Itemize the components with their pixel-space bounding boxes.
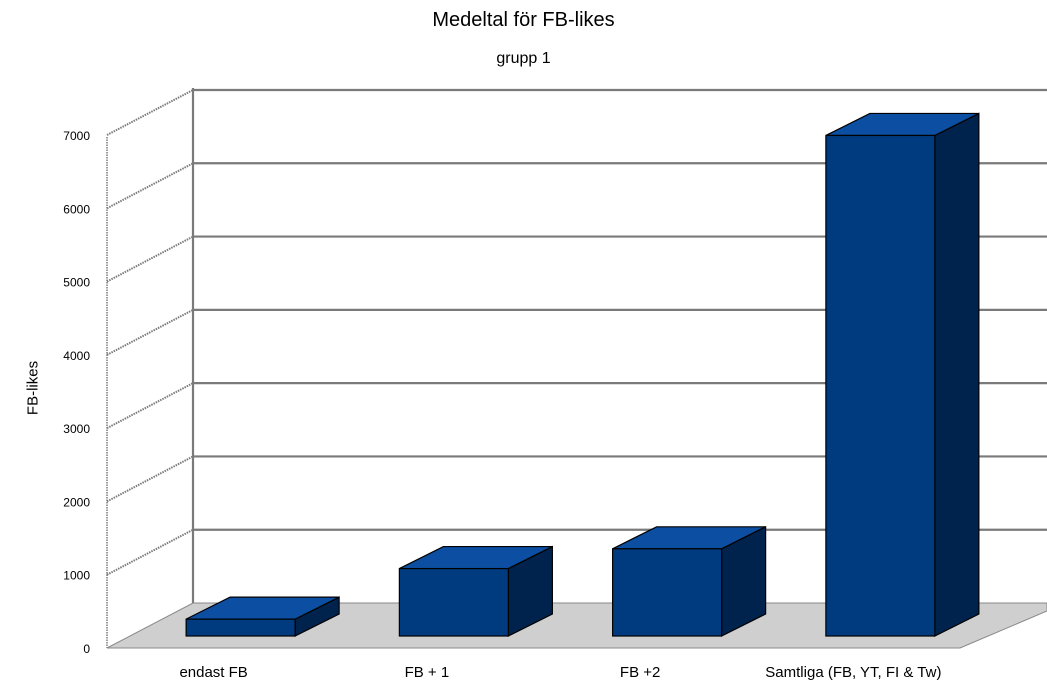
chart-floor — [106, 602, 1047, 649]
y-tick-label: 6000 — [63, 202, 90, 216]
bar-side — [934, 112, 980, 637]
floor-plane — [106, 602, 1047, 649]
gridline-side — [106, 235, 194, 283]
bar-front — [185, 618, 296, 637]
bar — [398, 545, 553, 637]
bar-front — [825, 134, 936, 637]
y-tick-label: 4000 — [63, 349, 90, 363]
x-axis-ticks: endast FB FB + 1 FB +2 Samtliga (FB, YT, FI… — [179, 664, 941, 681]
bar — [185, 596, 340, 637]
gridline-side — [106, 382, 194, 430]
gridline-side — [106, 308, 194, 356]
chart-title: Medeltal för FB-likes — [432, 9, 615, 31]
bar — [612, 525, 767, 637]
x-tick-label: FB +2 — [620, 664, 660, 681]
gridline-side — [106, 89, 194, 136]
y-tick-label: 7000 — [63, 129, 90, 143]
bar — [825, 112, 980, 637]
x-tick-label: Samtliga (FB, YT, FI & Tw) — [765, 664, 941, 681]
y-tick-label: 1000 — [63, 569, 90, 583]
chart-subtitle: grupp 1 — [496, 50, 551, 67]
y-tick-label: 5000 — [63, 276, 90, 290]
y-tick-label: 0 — [83, 642, 90, 656]
gridline-side — [106, 162, 194, 210]
y-tick-label: 2000 — [63, 495, 90, 509]
x-tick-label: FB + 1 — [405, 664, 450, 681]
chart-bars — [185, 112, 980, 637]
y-tick-label: 3000 — [63, 422, 90, 436]
bar-front — [398, 567, 509, 637]
bar-front — [612, 548, 723, 637]
x-tick-label: endast FB — [179, 664, 247, 681]
gridline-side — [106, 455, 194, 503]
y-axis-ticks: 0 1000 2000 3000 4000 5000 6000 7000 — [63, 129, 90, 656]
gridline-side — [106, 528, 194, 576]
